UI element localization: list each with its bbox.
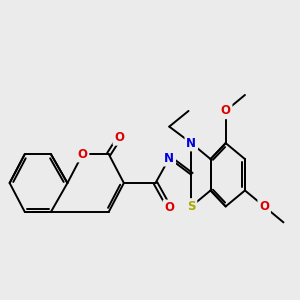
Text: O: O [259, 200, 269, 213]
Text: O: O [78, 148, 88, 160]
Text: S: S [187, 200, 196, 213]
Text: N: N [164, 152, 174, 165]
Text: O: O [114, 131, 124, 144]
Text: N: N [186, 136, 196, 150]
Text: O: O [221, 104, 231, 117]
Text: O: O [164, 201, 174, 214]
